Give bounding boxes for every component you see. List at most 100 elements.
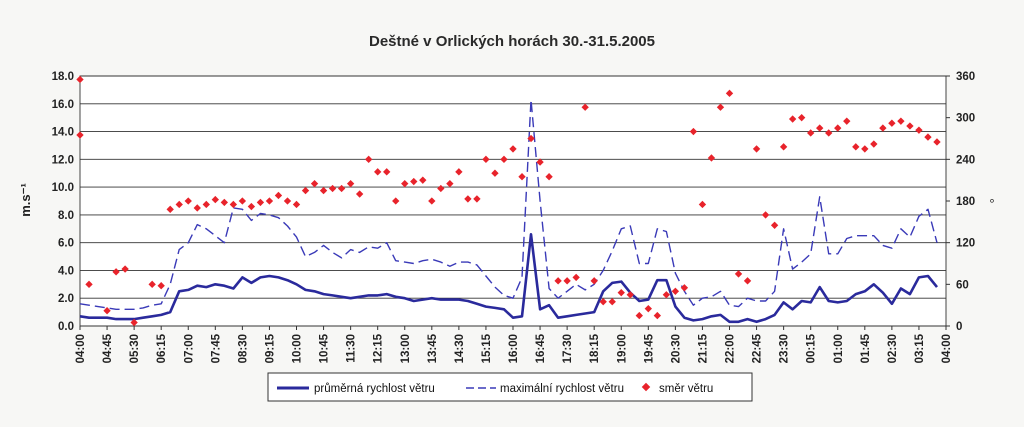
x-tick-label: 05:30 bbox=[129, 334, 141, 363]
direction-point bbox=[825, 129, 833, 137]
x-tick-label: 21:15 bbox=[697, 333, 709, 363]
x-tick-label: 07:45 bbox=[210, 333, 222, 363]
direction-point bbox=[870, 140, 878, 148]
direction-point bbox=[410, 177, 418, 186]
direction-point bbox=[861, 145, 869, 153]
direction-point bbox=[202, 200, 210, 209]
x-tick-label: 23:30 bbox=[779, 334, 791, 363]
y2-tick-label: 180 bbox=[956, 196, 975, 208]
direction-point bbox=[680, 284, 689, 292]
direction-point bbox=[933, 138, 941, 146]
direction-point bbox=[292, 200, 301, 209]
x-tick-label: 00:15 bbox=[806, 333, 818, 363]
direction-point bbox=[752, 145, 761, 153]
y-tick-label: 0.0 bbox=[58, 321, 74, 333]
x-tick-label: 01:45 bbox=[860, 333, 872, 363]
direction-point bbox=[671, 287, 680, 295]
x-tick-label: 16:00 bbox=[508, 334, 520, 363]
direction-point bbox=[743, 277, 752, 285]
x-tick-label: 01:00 bbox=[833, 334, 845, 363]
direction-point bbox=[428, 197, 436, 205]
legend-label-max: maximální rychlost větru bbox=[500, 383, 624, 395]
y2-axis-label: ° bbox=[989, 196, 994, 211]
x-tick-label: 19:45 bbox=[643, 333, 655, 363]
x-tick-label: 13:45 bbox=[427, 333, 439, 363]
direction-point bbox=[76, 131, 84, 139]
direction-point bbox=[906, 122, 914, 130]
direction-point bbox=[572, 273, 580, 282]
direction-point bbox=[626, 291, 634, 299]
direction-point bbox=[157, 282, 165, 290]
y2-tick-label: 120 bbox=[956, 238, 975, 250]
y-tick-label: 4.0 bbox=[58, 265, 74, 277]
average-speed-line bbox=[79, 233, 939, 324]
legend-box bbox=[267, 372, 753, 402]
direction-point bbox=[76, 75, 84, 84]
y-tick-label: 6.0 bbox=[58, 238, 74, 250]
legend-label-dir: směr větru bbox=[659, 383, 713, 395]
direction-point bbox=[662, 291, 671, 299]
direction-point bbox=[725, 89, 734, 98]
direction-point bbox=[590, 277, 598, 285]
y-tick-label: 2.0 bbox=[58, 293, 74, 305]
direction-point bbox=[184, 197, 192, 205]
x-tick-label: 20:30 bbox=[670, 334, 682, 363]
x-tick-label: 15:15 bbox=[481, 333, 493, 363]
x-tick-label: 22:00 bbox=[725, 334, 737, 363]
direction-point bbox=[563, 277, 571, 285]
direction-point bbox=[581, 103, 589, 111]
x-tick-label: 16:45 bbox=[535, 333, 547, 363]
x-tick-label: 06:15 bbox=[156, 333, 168, 363]
x-tick-label: 07:00 bbox=[183, 334, 195, 363]
x-tick-label: 04:00 bbox=[941, 334, 953, 363]
y-tick-label: 18.0 bbox=[52, 71, 74, 83]
direction-point bbox=[554, 277, 562, 285]
x-tick-label: 03:15 bbox=[914, 333, 926, 363]
direction-point bbox=[193, 204, 201, 212]
direction-point bbox=[879, 124, 887, 132]
y2-tick-label: 240 bbox=[956, 154, 975, 166]
x-tick-label: 10:45 bbox=[319, 333, 331, 363]
x-tick-label: 11:30 bbox=[346, 334, 358, 363]
direction-point bbox=[689, 127, 698, 136]
direction-point bbox=[536, 158, 544, 166]
x-tick-label: 14:30 bbox=[454, 334, 466, 363]
direction-point bbox=[635, 311, 643, 320]
direction-point bbox=[211, 195, 219, 204]
direction-point bbox=[220, 198, 229, 207]
direction-point bbox=[698, 200, 707, 209]
x-tick-label: 04:00 bbox=[75, 334, 87, 363]
series bbox=[76, 75, 941, 327]
x-tick-label: 17:30 bbox=[562, 334, 574, 363]
direction-point bbox=[852, 143, 860, 151]
direction-point bbox=[166, 205, 174, 214]
legend-swatch-dir bbox=[641, 382, 651, 392]
max-speed-line bbox=[79, 98, 938, 310]
y-tick-label: 12.0 bbox=[52, 154, 74, 166]
y2-tick-label: 60 bbox=[956, 279, 969, 291]
x-tick-label: 13:00 bbox=[400, 334, 412, 363]
y-axis-label: m.s⁻¹ bbox=[18, 183, 33, 217]
direction-point bbox=[644, 304, 652, 313]
y-tick-label: 14.0 bbox=[52, 127, 74, 139]
y-tick-label: 8.0 bbox=[58, 210, 74, 222]
direction-point bbox=[734, 270, 743, 278]
direction-point bbox=[229, 200, 238, 209]
y-tick-label: 16.0 bbox=[52, 99, 74, 111]
direction-point bbox=[491, 169, 499, 177]
direction-point bbox=[103, 307, 111, 315]
y-tick-label: 10.0 bbox=[52, 182, 74, 194]
legend-label-avg: průměrná rychlost větru bbox=[314, 383, 435, 395]
legend: průměrná rychlost větru maximální rychlo… bbox=[267, 372, 753, 402]
axes: 0.0 2.0 4.0 6.0 8.0 10.0 12.0 14.0 16.0 18.0 0 60 12… bbox=[52, 71, 976, 363]
direction-point bbox=[265, 197, 274, 205]
direction-point bbox=[355, 190, 364, 198]
direction-point bbox=[770, 221, 779, 229]
direction-point bbox=[328, 184, 337, 193]
direction-point bbox=[464, 195, 472, 203]
direction-point bbox=[238, 197, 247, 205]
y2-tick-label: 0 bbox=[956, 321, 962, 333]
chart-title: Deštné v Orlických horách 30.-31.5.2005 bbox=[369, 33, 655, 50]
